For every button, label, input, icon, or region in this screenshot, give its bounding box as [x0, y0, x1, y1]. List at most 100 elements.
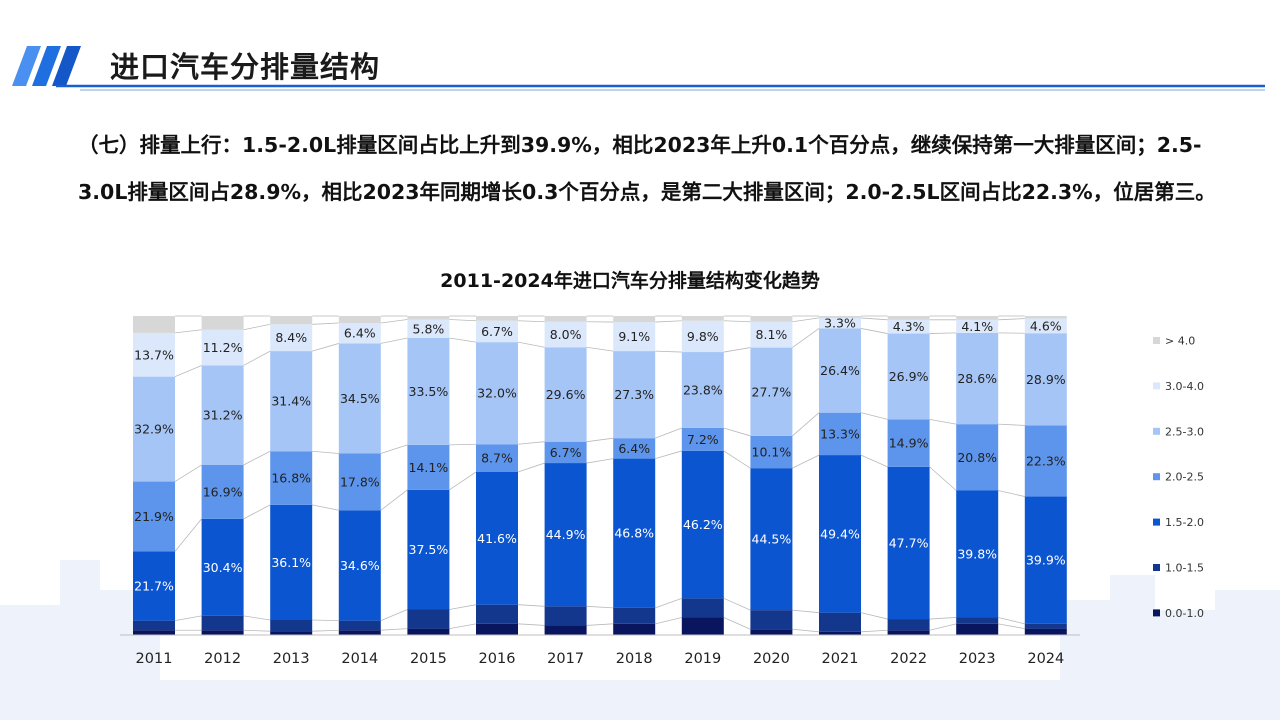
bar-segment-2014-0.01.0	[338, 630, 381, 635]
data-label-2019-3.04.0: 9.8%	[687, 329, 719, 344]
bar-segment-2017-2.53.0	[544, 347, 587, 442]
data-label-2023-3.04.0: 4.1%	[961, 319, 993, 334]
bar-segment-2018-2.53.0	[613, 351, 656, 439]
data-label-2021-2.53.0: 26.4%	[820, 363, 860, 378]
bar-segment-2014-1.01.5	[338, 620, 381, 631]
bar-segment-2024-1.52.0	[1024, 496, 1067, 624]
legend-item-2.02.5: 2.0-2.5	[1153, 471, 1204, 484]
connector-line	[380, 319, 408, 324]
data-label-2011-3.04.0: 13.7%	[134, 347, 174, 362]
bar-segment-2014-1.52.0	[338, 510, 381, 621]
data-label-2022-1.52.0: 47.7%	[889, 535, 929, 550]
bar-segment-2020-0.01.0	[750, 629, 793, 635]
data-label-2015-1.52.0: 37.5%	[409, 542, 449, 557]
bar-segment-2014-4.0	[338, 316, 381, 324]
connector-line	[449, 604, 477, 610]
connector-line	[655, 597, 682, 609]
x-tick-labels: 2011 2012 2013 2014 2015 2016 2017 2018 2019 2020…	[136, 651, 1065, 667]
bar-segment-2011-2.02.5	[133, 481, 175, 552]
bar-segment-2021-4.0	[819, 316, 861, 318]
data-label-2015-2.53.0: 33.5%	[409, 384, 449, 399]
bar-segment-2023-2.02.5	[956, 424, 999, 491]
connector-line	[792, 328, 820, 348]
data-label-2023-1.52.0: 39.8%	[957, 546, 997, 561]
connector-line	[517, 441, 545, 445]
data-label-2013-3.04.0: 8.4%	[275, 330, 307, 345]
connector-line	[243, 323, 271, 331]
data-label-2017-3.04.0: 8.0%	[550, 327, 582, 342]
data-label-2014-2.53.0: 34.5%	[340, 391, 380, 406]
connector-line	[517, 462, 545, 473]
connector-line	[723, 617, 751, 630]
bar-segment-2024-4.0	[1024, 316, 1067, 319]
legend-swatch	[1153, 427, 1160, 435]
legend-item-1.52.0: 1.5-2.0	[1153, 516, 1204, 529]
bar-segment-2022-3.04.0	[887, 319, 930, 334]
connector-line	[517, 623, 545, 626]
bar-segment-2011-3.04.0	[133, 332, 175, 377]
x-tick-2013: 2013	[273, 651, 310, 667]
data-label-2014-1.52.0: 34.6%	[340, 558, 380, 573]
connector-line	[655, 320, 682, 323]
bar-segment-2019-2.02.5	[681, 427, 724, 451]
x-tick-2015: 2015	[410, 651, 447, 667]
connector-line	[449, 319, 477, 322]
data-label-2014-3.04.0: 6.4%	[344, 326, 376, 341]
connector-line	[998, 423, 1025, 426]
bar-segment-2013-3.04.0	[270, 324, 313, 352]
bar-segment-2013-2.02.5	[270, 451, 313, 505]
connector-line	[586, 605, 614, 609]
legend-label: 2.0-2.5	[1165, 471, 1204, 484]
bar-segment-2018-1.01.5	[613, 607, 656, 624]
connector-line	[929, 466, 957, 491]
bar-segment-2017-4.0	[544, 316, 587, 322]
bar-segment-2017-1.01.5	[544, 606, 587, 626]
legend-item-2.53.0: 2.5-3.0	[1153, 425, 1204, 438]
connector-line	[243, 350, 271, 366]
bar-segment-2016-4.0	[476, 316, 518, 321]
data-label-2020-3.04.0: 8.1%	[756, 327, 788, 342]
header-stripes-icon	[12, 46, 81, 86]
bar-segment-2018-4.0	[613, 316, 656, 323]
data-label-2023-2.02.5: 20.8%	[957, 450, 997, 465]
connector-line	[860, 629, 888, 633]
bar-segment-2017-2.02.5	[544, 441, 587, 464]
bar-segment-2015-1.01.5	[407, 609, 450, 629]
bar-segment-2013-0.01.0	[270, 631, 313, 635]
bar-segment-2021-2.53.0	[819, 328, 861, 413]
connector-line	[312, 619, 339, 622]
data-label-2022-2.53.0: 26.9%	[889, 369, 929, 384]
connector-line	[312, 450, 339, 454]
legend-swatch	[1153, 518, 1160, 526]
bar-segment-2012-0.01.0	[201, 630, 244, 635]
chart-title: 2011-2024年进口汽车分排量结构变化趋势	[440, 270, 820, 292]
data-label-2017-2.02.5: 6.7%	[550, 445, 582, 460]
bar-segment-2022-1.52.0	[887, 466, 930, 620]
connector-line	[998, 318, 1025, 321]
connector-line	[517, 341, 545, 348]
data-label-2011-2.53.0: 32.9%	[134, 422, 174, 437]
connector-line	[860, 454, 888, 468]
connector-line	[380, 444, 408, 454]
bar-segment-2015-1.52.0	[407, 489, 450, 610]
bar-segment-2012-1.01.5	[201, 615, 244, 631]
connector-line	[723, 597, 751, 611]
bar-segment-2012-3.04.0	[201, 329, 244, 366]
connector-line	[860, 612, 888, 620]
data-label-2020-1.52.0: 44.5%	[752, 532, 792, 547]
bar-segment-2018-2.02.5	[613, 438, 656, 459]
data-label-2012-1.52.0: 30.4%	[203, 560, 243, 575]
connector-line	[174, 518, 202, 552]
data-label-2018-3.04.0: 9.1%	[618, 329, 650, 344]
connector-line	[380, 337, 408, 344]
bar-segment-2011-1.01.5	[133, 620, 175, 631]
bar-segment-2015-3.04.0	[407, 319, 450, 339]
legend-label: 1.0-1.5	[1165, 562, 1204, 575]
segment-connector-lines	[174, 315, 1025, 633]
x-tick-2017: 2017	[547, 651, 584, 667]
connector-line	[243, 504, 271, 520]
bar-segment-2015-2.53.0	[407, 338, 450, 445]
bar-segment-2012-2.02.5	[201, 464, 244, 519]
data-label-2013-2.02.5: 16.8%	[271, 471, 311, 486]
data-label-2015-2.02.5: 14.1%	[409, 460, 449, 475]
